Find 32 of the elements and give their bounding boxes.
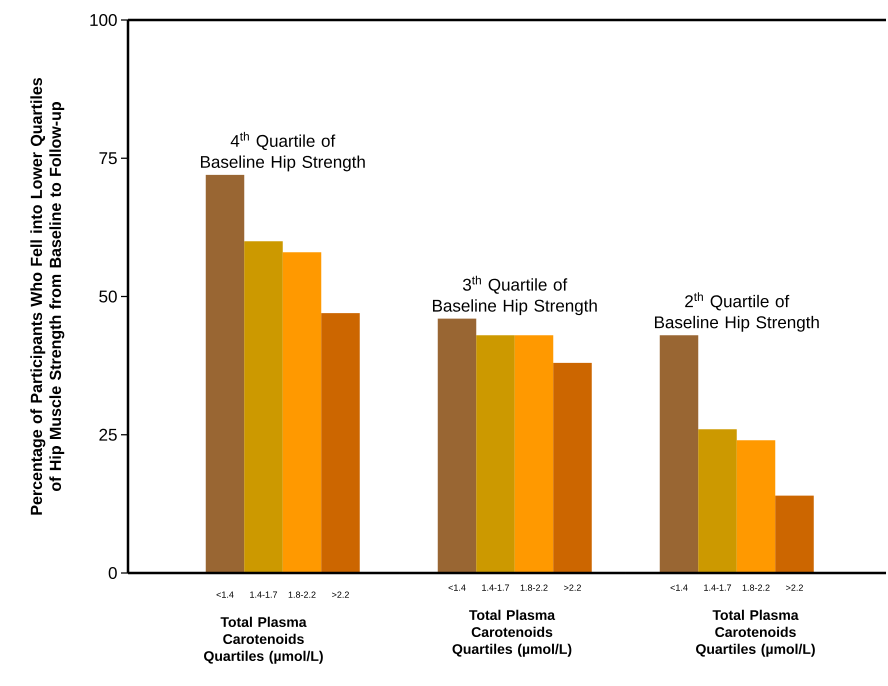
x-axis-title: Total Plasma Carotenoids Quartiles (µmol/L) xyxy=(452,610,572,657)
x-tick-label: 1.8-2.2 xyxy=(742,584,770,591)
y-tick-label: 25 xyxy=(99,428,117,441)
x-tick-label: 1.8-2.2 xyxy=(288,592,316,598)
bar xyxy=(321,313,360,573)
y-tick-label: 75 xyxy=(99,152,117,164)
bar xyxy=(244,241,283,573)
x-tick-label: >2.2 xyxy=(564,584,581,591)
bar xyxy=(282,252,322,573)
x-axis-title: Total Plasma Carotenoids Quartiles (µmol/L) xyxy=(696,610,815,657)
x-axis-title: Total Plasma Carotenoids Quartiles (µmol/L) xyxy=(204,616,323,664)
x-tick-label: 1.4-1.7 xyxy=(250,592,278,598)
x-tick-label: 1.4-1.7 xyxy=(482,584,510,591)
x-tick-label: 1.4-1.7 xyxy=(704,584,732,591)
x-tick-label: <1.4 xyxy=(216,592,234,598)
x-tick-label: >2.2 xyxy=(786,584,803,591)
x-tick-label: >2.2 xyxy=(332,592,349,598)
bar xyxy=(206,174,244,573)
y-tick-label: 100 xyxy=(90,14,117,26)
text: 3$^{th}$ Quartile of Baseline Hip Strength xyxy=(432,276,597,316)
bar xyxy=(660,335,698,573)
text: 2$^{th}$ Quartile of Baseline Hip Strength xyxy=(654,292,819,332)
text: 4$^{th}$ Quartile of Baseline Hip Strength xyxy=(200,132,365,172)
x-tick-label: 1.8-2.2 xyxy=(520,584,548,591)
bar xyxy=(698,429,737,573)
y-tick-label: 0 xyxy=(108,566,117,580)
x-tick-label: <1.4 xyxy=(448,584,466,591)
y-axis-title: Percentage of Participants Who Fell into Lower Quartiles of Hip Muscle Strength from Baseline to Follow-up xyxy=(30,78,64,515)
x-tick-label: <1.4 xyxy=(670,584,688,591)
bar xyxy=(736,440,776,573)
bar xyxy=(775,496,814,573)
y-tick-label: 50 xyxy=(99,290,117,303)
